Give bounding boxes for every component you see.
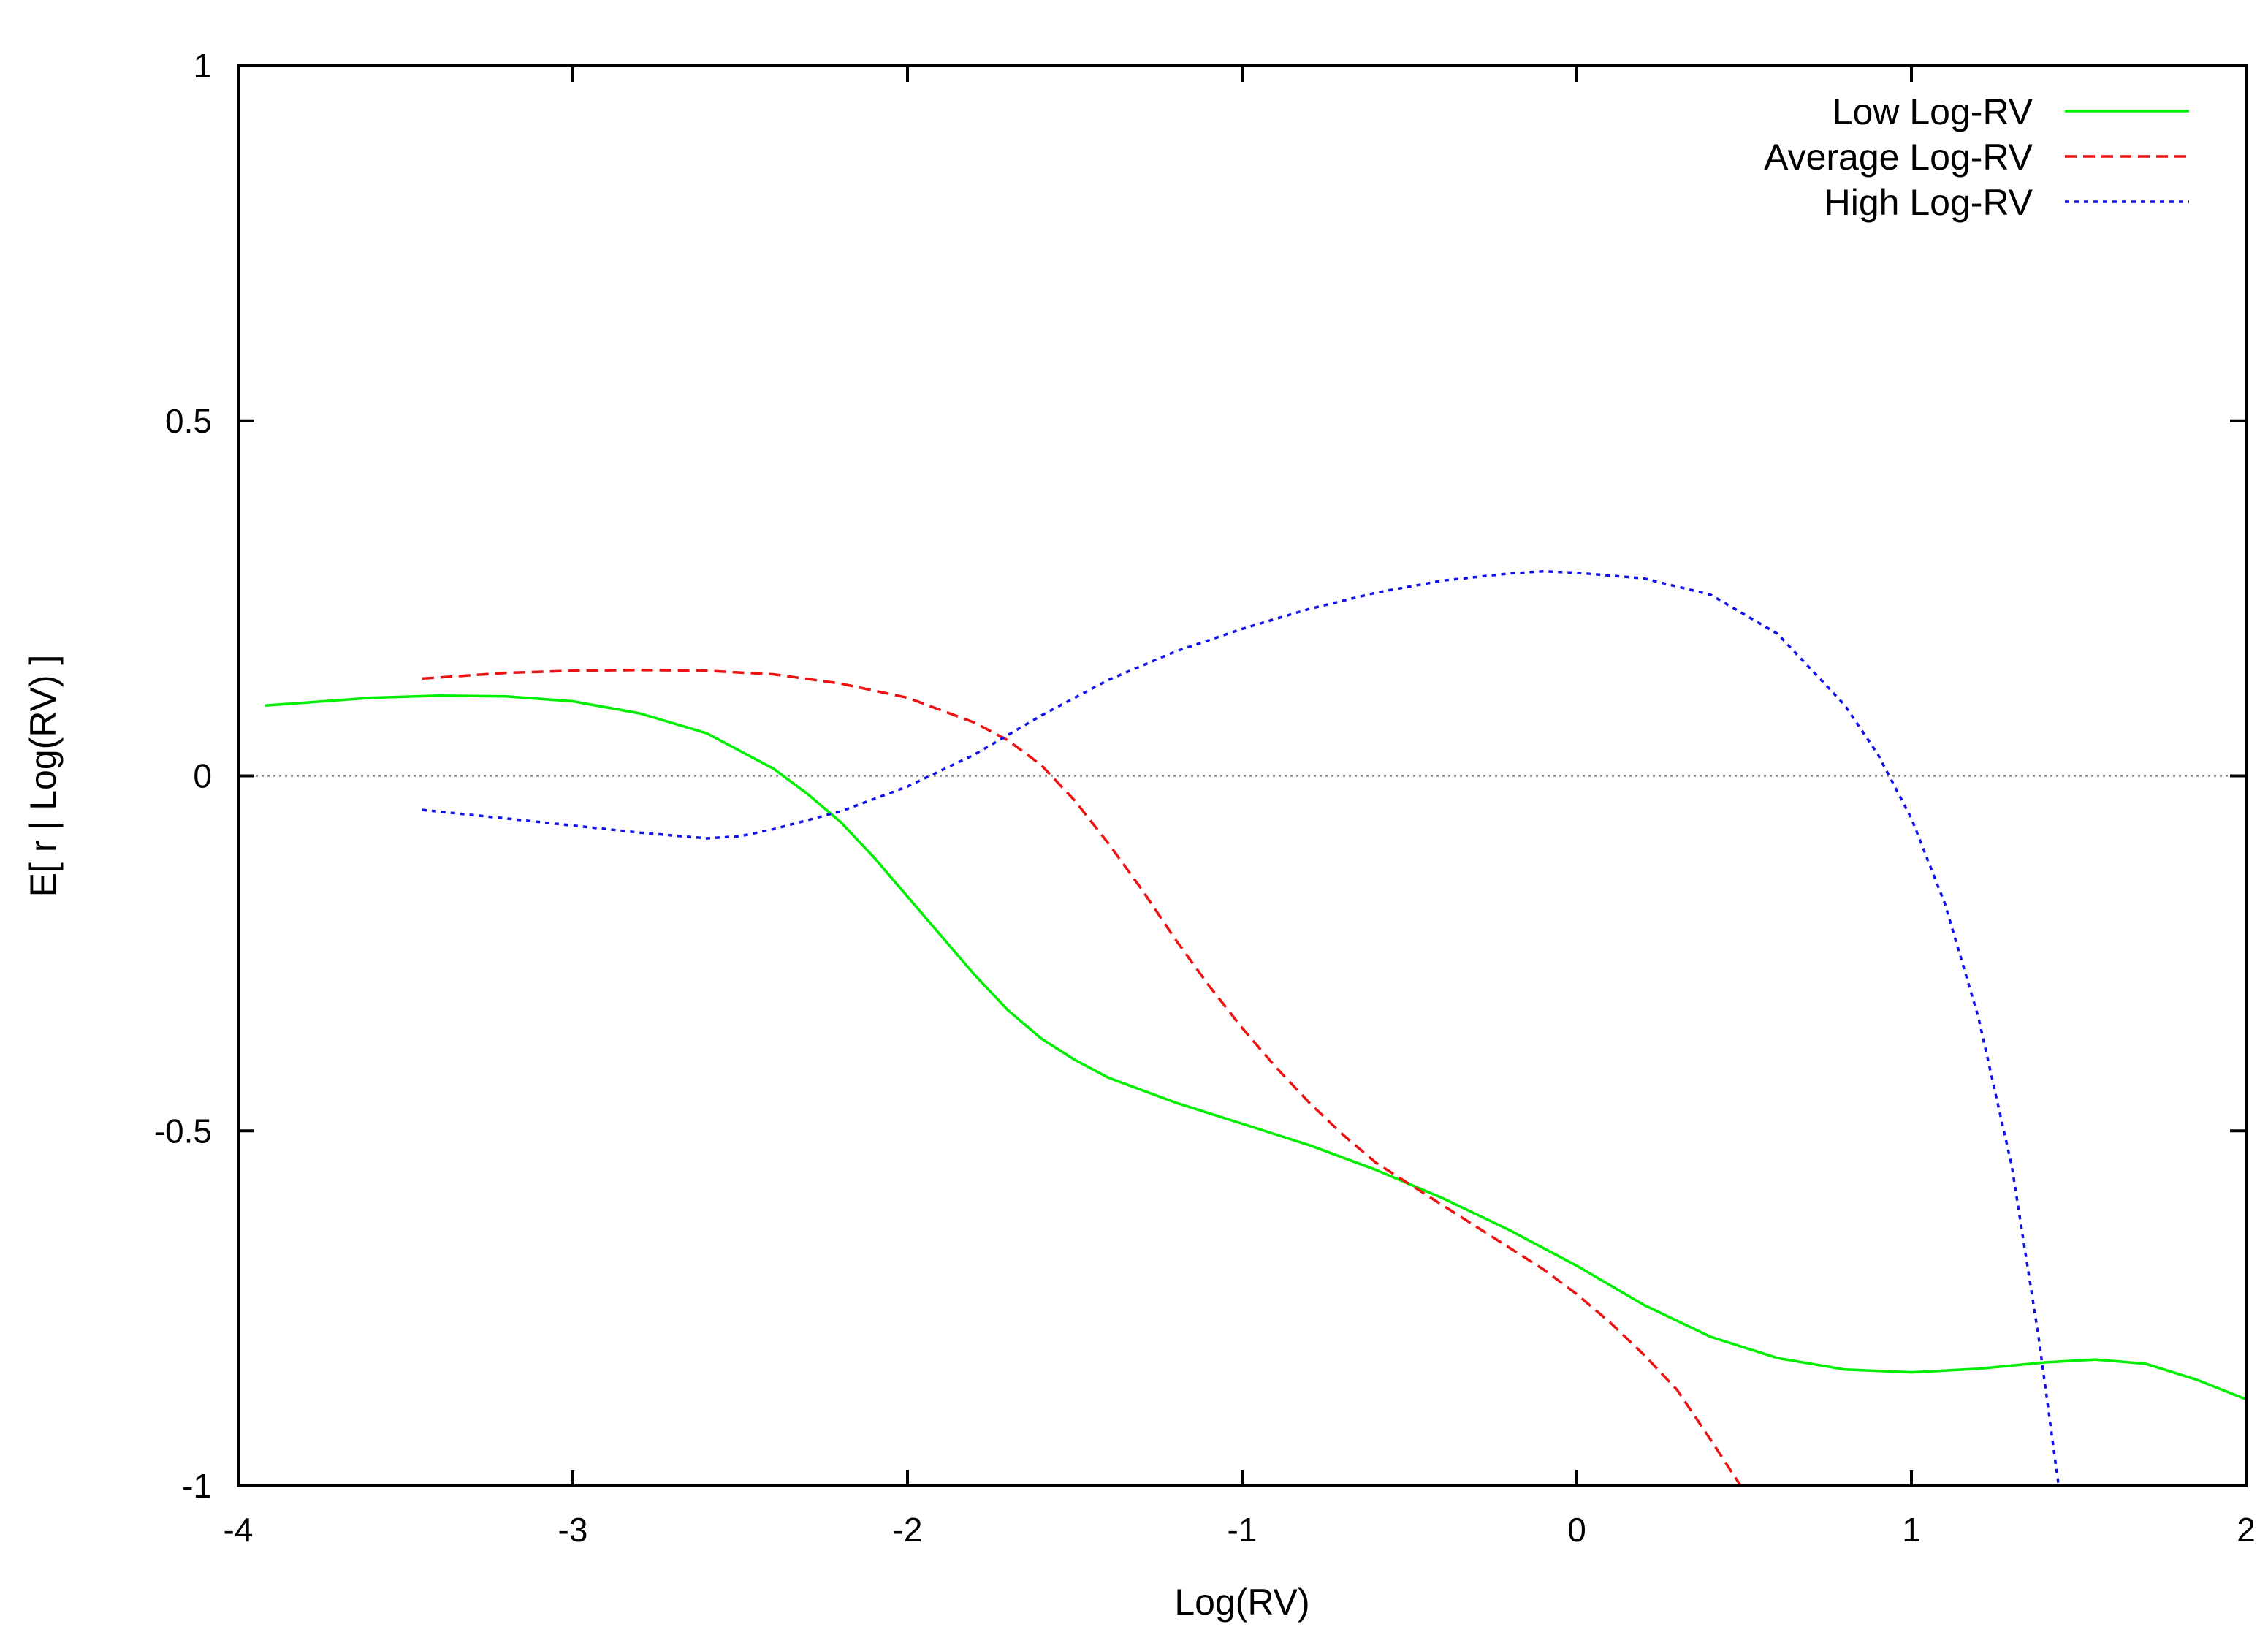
- series-layer: [265, 569, 2247, 1487]
- y-tick-label: 0: [193, 757, 212, 795]
- x-tick-label: 0: [1567, 1511, 1586, 1549]
- legend-label-3: High Log-RV: [1824, 182, 2033, 223]
- x-tick-label: -1: [1228, 1511, 1257, 1549]
- legend-label-1: Low Log-RV: [1833, 91, 2033, 132]
- y-tick-label: -1: [182, 1467, 212, 1505]
- x-tick-label: 1: [1902, 1511, 1921, 1549]
- x-tick-label: -2: [893, 1511, 923, 1549]
- x-axis-title: Log(RV): [1174, 1582, 1309, 1623]
- series-line-3: [422, 569, 2060, 1487]
- legend-label-2: Average Log-RV: [1764, 137, 2033, 178]
- y-tick-label: 1: [193, 47, 212, 85]
- x-tick-label: -3: [558, 1511, 588, 1549]
- y-tick-label: -0.5: [154, 1112, 212, 1150]
- x-tick-label: 2: [2237, 1511, 2256, 1549]
- x-tick-label: -4: [224, 1511, 254, 1549]
- y-axis-title: E[ r | Log(RV) ]: [23, 655, 64, 898]
- plot-area-frame: [237, 64, 2248, 1487]
- y-tick-label: 0.5: [165, 402, 212, 440]
- series-line-1: [265, 694, 2247, 1401]
- series-line-2: [422, 668, 1742, 1487]
- axis-ticks-layer: -4 -3 -2 -1 0 1 2 -1 -0.5 0 0.5 1: [154, 47, 2256, 1549]
